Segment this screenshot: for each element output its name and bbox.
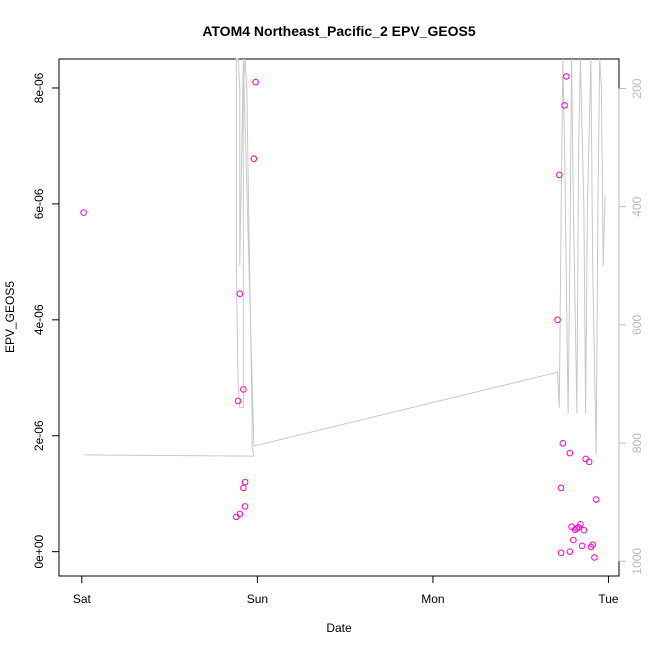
data-point [589, 541, 596, 549]
data-point [591, 554, 598, 561]
data-point [556, 171, 563, 179]
y-axis-right: 200 400 600 800 1000 [618, 78, 644, 575]
right-tick-label: 1000 [630, 548, 644, 575]
data-point [241, 478, 249, 486]
data-point [592, 496, 600, 503]
x-tick-label: Sat [73, 592, 92, 606]
data-point [80, 209, 87, 216]
data-point [573, 525, 581, 532]
x-axis: Sat Sun Mon Tue [73, 575, 619, 606]
y-tick-label: 8e-06 [32, 72, 46, 103]
y-tick-label: 0e+00 [32, 534, 46, 568]
data-point [577, 521, 584, 528]
y-tick-label: 6e-06 [32, 188, 46, 219]
data-point [578, 542, 586, 550]
right-tick-label: 600 [630, 315, 644, 335]
pressure-line-path [83, 58, 606, 457]
data-point [563, 73, 570, 80]
y-tick-label: 2e-06 [32, 420, 46, 451]
data-point [561, 102, 568, 109]
y-tick-label: 4e-06 [32, 304, 46, 335]
data-point [241, 503, 249, 510]
x-tick-label: Tue [598, 592, 619, 606]
data-point [234, 397, 242, 405]
plot-frame [58, 58, 620, 577]
data-point [240, 386, 247, 393]
x-tick-label: Sun [247, 592, 268, 606]
data-point [557, 549, 565, 557]
x-tick-label: Mon [421, 592, 444, 606]
data-point [566, 449, 574, 457]
pressure-line [83, 58, 606, 457]
epv-points [80, 73, 600, 561]
data-point [559, 439, 567, 447]
data-point [252, 78, 259, 86]
data-point [236, 510, 244, 518]
data-point [566, 548, 574, 555]
data-point [570, 536, 577, 544]
data-point [557, 484, 565, 492]
data-point [250, 155, 258, 162]
data-point [585, 458, 593, 466]
data-point [236, 290, 244, 298]
data-point [240, 484, 247, 492]
data-point [554, 316, 561, 324]
right-tick-label: 200 [630, 78, 644, 98]
right-tick-label: 800 [630, 433, 644, 453]
y-axis: 0e+00 2e-06 4e-06 6e-06 8e-06 [32, 72, 60, 569]
y-axis-label: EPV_GEOS5 [3, 281, 17, 353]
chart-title: ATOM4 Northeast_Pacific_2 EPV_GEOS5 [202, 23, 476, 39]
x-axis-label: Date [326, 621, 352, 635]
data-point [580, 526, 588, 534]
right-tick-label: 400 [630, 196, 644, 216]
